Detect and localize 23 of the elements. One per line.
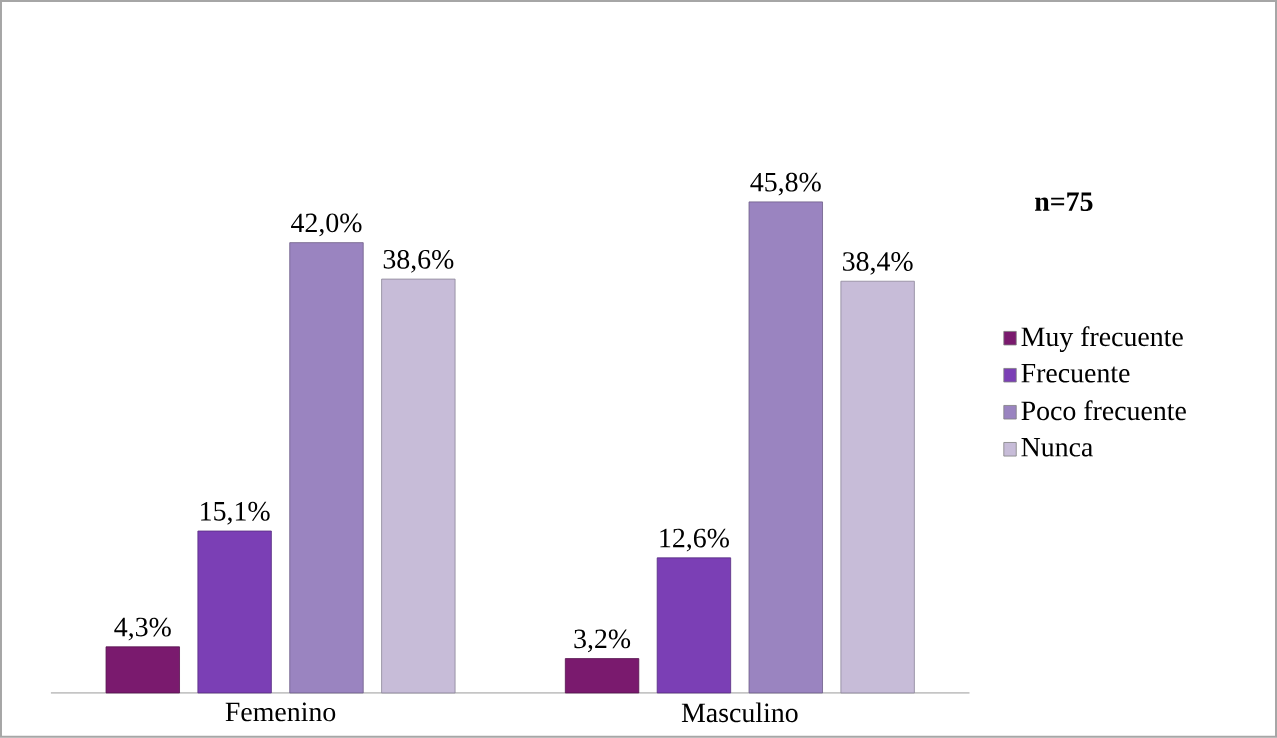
bar bbox=[105, 646, 180, 694]
legend-label: Frecuente bbox=[1021, 364, 1130, 383]
x-tick-label: Femenino bbox=[225, 702, 336, 722]
legend-label: Muy frecuente bbox=[1021, 326, 1183, 353]
data-label: 38,4% bbox=[843, 252, 913, 275]
bar bbox=[381, 278, 456, 694]
data-label: 42,0% bbox=[291, 213, 362, 237]
bar bbox=[289, 242, 364, 694]
bar bbox=[748, 201, 823, 694]
data-label: 38,6% bbox=[383, 249, 454, 273]
bar bbox=[656, 557, 732, 694]
legend-label: Poco frecuente bbox=[1021, 400, 1186, 421]
bar bbox=[197, 530, 272, 694]
data-label: 15,1% bbox=[201, 501, 270, 525]
bar bbox=[564, 658, 640, 694]
x-tick-label: Masculino bbox=[681, 702, 798, 723]
data-label: 4,3% bbox=[114, 617, 171, 641]
data-label: 3,2% bbox=[574, 629, 631, 653]
bar bbox=[840, 280, 915, 694]
data-label: 45,8% bbox=[750, 172, 821, 196]
data-label: 12,6% bbox=[660, 528, 729, 552]
legend-label: Nunca bbox=[1021, 438, 1093, 457]
text: n=75 bbox=[1035, 192, 1093, 212]
